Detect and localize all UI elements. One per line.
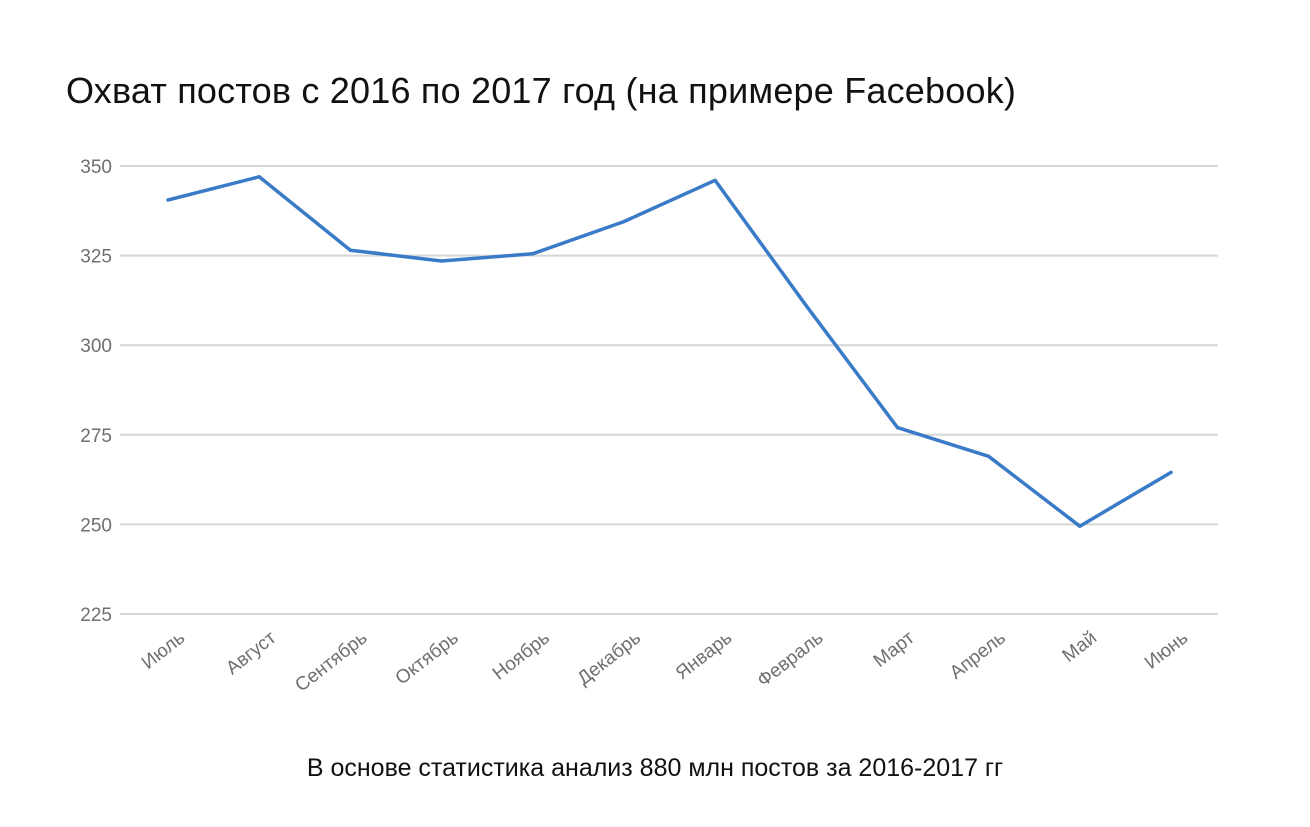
gridlines [120, 165, 1218, 615]
data-point [166, 198, 170, 202]
x-tick-label: Октябрь [392, 627, 463, 689]
data-point [713, 178, 717, 182]
data-point [895, 426, 900, 430]
y-tick-label: 325 [80, 247, 112, 268]
y-tick-label: 350 [80, 157, 112, 178]
x-tick-label: Декабрь [574, 627, 645, 689]
x-tick-label: Июнь [1141, 627, 1192, 673]
data-point [1169, 470, 1173, 475]
data-point [439, 259, 444, 263]
chart-title: Охват постов с 2016 по 2017 год (на прим… [66, 70, 1017, 111]
y-axis-ticks: 350 325 300 275 250 225 [80, 157, 112, 626]
x-tick-label: Февраль [754, 627, 828, 691]
y-tick-label: 225 [80, 605, 112, 626]
data-point [987, 454, 991, 458]
data-point [622, 219, 626, 224]
data-point [804, 304, 808, 308]
y-tick-label: 300 [80, 336, 112, 357]
x-tick-label: Март [870, 627, 919, 672]
x-tick-label: Май [1059, 627, 1101, 666]
series-layer [166, 175, 1173, 528]
x-tick-label: Июль [138, 627, 189, 673]
data-point [1078, 524, 1082, 528]
series-line [166, 175, 1173, 528]
y-tick-label: 250 [80, 515, 112, 536]
x-tick-label: Сентябрь [291, 627, 371, 696]
x-tick-label: Август [222, 627, 280, 679]
data-point [531, 252, 535, 256]
x-tick-label: Апрель [946, 627, 1010, 683]
data-point [257, 175, 261, 179]
chart-footnote: В основе статистика анализ 880 млн посто… [306, 754, 1004, 782]
x-axis-ticks: Июль Август Сентябрь Октябрь Ноябрь Декабрь Ян… [138, 627, 1192, 696]
y-tick-label: 275 [80, 426, 112, 447]
data-point [348, 248, 352, 252]
x-tick-label: Январь [672, 627, 736, 684]
x-tick-label: Ноябрь [489, 627, 554, 684]
